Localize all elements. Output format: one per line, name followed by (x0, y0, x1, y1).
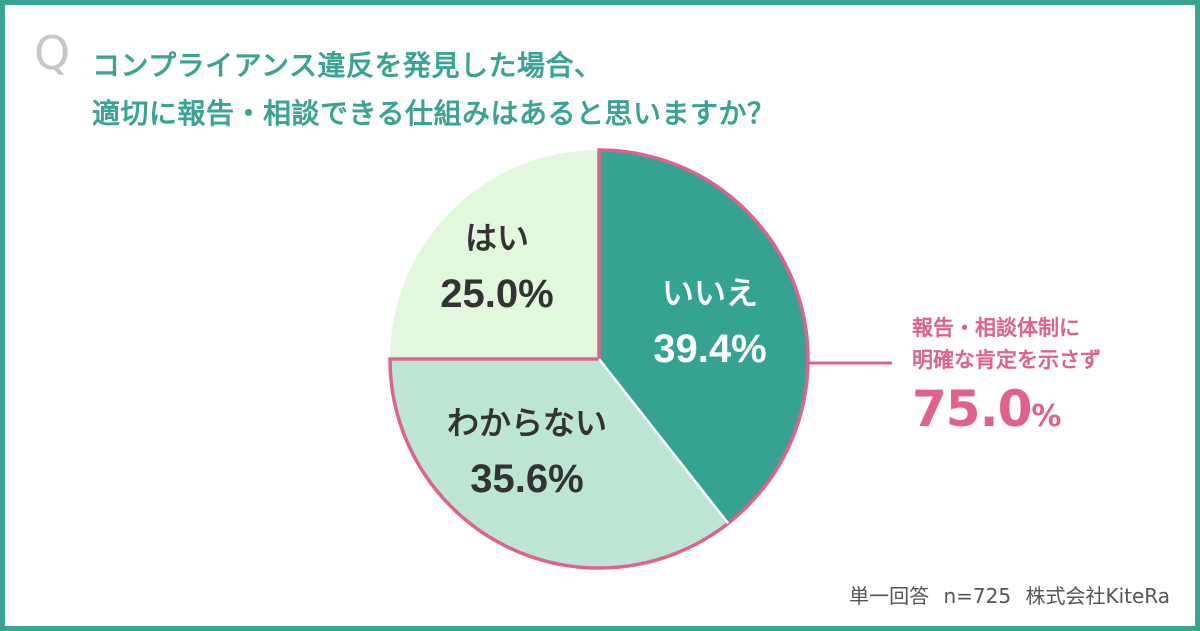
footer-source: 株式会社KiteRa (1025, 584, 1170, 608)
footer: 単一回答 n=725 株式会社KiteRa (841, 580, 1170, 609)
callout-line-1: 報告・相談体制に (912, 316, 1080, 340)
footer-sample-size: n=725 (943, 584, 1012, 608)
callout-line-2: 明確な肯定を示さず (912, 348, 1101, 372)
slice-yes-label: はい (465, 219, 529, 257)
highlight-outline (388, 148, 810, 570)
slice-no-value: 39.4% (653, 327, 766, 371)
callout-total: 75.0% (912, 384, 1101, 434)
callout: 報告・相談体制に 明確な肯定を示さず 75.0% (912, 312, 1101, 434)
slice-divider (598, 358, 730, 525)
callout-unit: % (1031, 399, 1062, 434)
q-mark: Q (34, 26, 71, 80)
slice-yes-value: 25.0% (440, 272, 553, 316)
slice-no (599, 150, 808, 524)
question-line-1: コンプライアンス違反を発見した場合、 (92, 49, 603, 82)
slice-no-label: いいえ (662, 274, 758, 312)
slice-unknown (390, 359, 729, 568)
slice-unknown-label: わからない (447, 404, 607, 442)
callout-value: 75.0 (912, 380, 1032, 438)
question-line-2: 適切に報告・相談できる仕組みはあると思いますか？ (92, 97, 776, 130)
slice-yes (390, 150, 599, 359)
slice-unknown-value: 35.6% (470, 457, 583, 501)
footer-answer-type: 単一回答 (849, 584, 930, 608)
question-title: コンプライアンス違反を発見した場合、 適切に報告・相談できる仕組みはあると思いま… (92, 42, 992, 138)
